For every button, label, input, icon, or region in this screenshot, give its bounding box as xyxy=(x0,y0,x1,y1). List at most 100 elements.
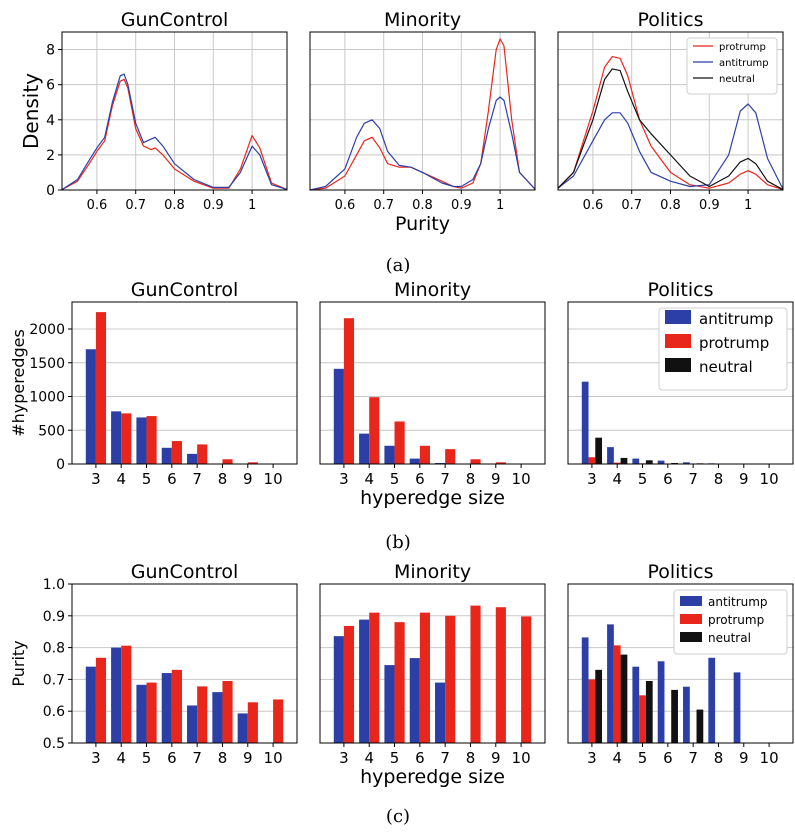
chart-b-3-xtick-label: 5 xyxy=(638,470,648,488)
caption-a: (a) xyxy=(386,255,411,276)
chart-b-1-ytick-label: 2000 xyxy=(29,322,65,338)
chart-c-2-bar-protrump xyxy=(445,616,455,743)
chart-c-3-bar-neutral xyxy=(646,681,653,743)
chart-b-2-xtick-label: 6 xyxy=(415,470,425,488)
chart-b-3-legend-swatch-antitrump xyxy=(665,310,691,324)
chart-c-3-title: Politics xyxy=(647,561,713,583)
chart-c-1-ytick-label: 0.9 xyxy=(43,609,65,625)
chart-c-2-bar-antitrump xyxy=(334,636,344,743)
chart-b-1-bar-protrump xyxy=(121,413,131,464)
chart-b-2-title: Minority xyxy=(394,279,471,301)
chart-b-2 xyxy=(320,302,545,468)
chart-b-1-xtick-label: 10 xyxy=(264,470,283,488)
chart-b-2-xtick-label: 5 xyxy=(390,470,400,488)
chart-c-1 xyxy=(68,584,297,747)
chart-c-3-bar-neutral xyxy=(621,655,628,743)
chart-b-2-xtick-label: 7 xyxy=(440,470,450,488)
chart-b-2-bar-antitrump xyxy=(334,369,344,464)
chart-a-1-xtick-label: 0.8 xyxy=(164,198,185,213)
chart-b-1-ytick-label: 500 xyxy=(38,423,65,439)
chart-a-3-xtick-label: 0.7 xyxy=(621,198,642,213)
chart-c-2-bar-protrump xyxy=(496,607,506,743)
chart-a-2-title: Minority xyxy=(384,9,461,31)
chart-c-2-bar-antitrump xyxy=(384,665,394,743)
chart-c-1-bar-antitrump xyxy=(212,692,222,743)
chart-c-3-bar-protrump xyxy=(614,645,621,743)
chart-c-2-bar-protrump xyxy=(470,606,480,743)
chart-c-3-bar-protrump xyxy=(639,695,646,743)
chart-c-3-xtick-label: 7 xyxy=(688,749,698,767)
chart-c-2-bar-protrump xyxy=(344,626,354,743)
chart-b-2-bar-antitrump xyxy=(410,459,420,464)
chart-b-3-bar-neutral xyxy=(621,458,628,464)
chart-b-1-xtick-label: 6 xyxy=(167,470,177,488)
chart-c-2-xtick-label: 5 xyxy=(390,749,400,767)
caption-b: (b) xyxy=(385,532,411,553)
chart-b-1-title: GunControl xyxy=(131,279,239,301)
chart-a-3-xtick-label: 0.9 xyxy=(699,198,720,213)
chart-c-2-bar-antitrump xyxy=(359,620,369,743)
chart-a-3-legend-label-neutral: neutral xyxy=(719,74,755,85)
chart-b-3-xtick-label: 3 xyxy=(587,470,597,488)
chart-c-3-bar-antitrump xyxy=(683,687,690,743)
chart-c-2-xtick-label: 3 xyxy=(339,749,349,767)
chart-b-3-xtick-label: 9 xyxy=(739,470,749,488)
chart-c-3-bar-antitrump xyxy=(658,661,665,743)
chart-a-1-ytick-label: 0 xyxy=(46,183,55,199)
chart-a-3-title: Politics xyxy=(637,9,703,31)
chart-c-2-title: Minority xyxy=(394,561,471,583)
chart-b-2-xtick-label: 9 xyxy=(491,470,501,488)
chart-a-2-xtick-label: 0.6 xyxy=(335,198,356,213)
chart-c-3-legend-swatch-neutral xyxy=(680,632,702,642)
chart-a-1-ytick-label: 6 xyxy=(46,78,55,94)
chart-c-1-title: GunControl xyxy=(131,561,239,583)
chart-c-3-bar-neutral xyxy=(671,690,678,743)
chart-c-2-xtick-label: 10 xyxy=(512,749,531,767)
chart-c-1-bar-antitrump xyxy=(111,648,121,743)
chart-b-3-legend-label-protrump: protrump xyxy=(699,334,769,352)
chart-b-3-legend-swatch-neutral xyxy=(665,358,691,372)
chart-c-1-bar-protrump xyxy=(172,670,182,743)
chart-c-1-ytick-label: 1.0 xyxy=(43,577,65,593)
chart-a-2-xtick-label: 0.9 xyxy=(451,198,472,213)
chart-b-2-bar-protrump xyxy=(420,446,430,464)
chart-c-2-xtick-label: 9 xyxy=(491,749,501,767)
chart-b-2-xtick-label: 3 xyxy=(339,470,349,488)
chart-b-3-xtick-label: 7 xyxy=(688,470,698,488)
chart-b-3-xtick-label: 4 xyxy=(612,470,622,488)
chart-b-1-xtick-label: 8 xyxy=(218,470,228,488)
chart-c-3-legend-label-protrump: protrump xyxy=(708,613,764,627)
chart-b-3-bar-antitrump xyxy=(632,459,639,464)
chart-b-1-ytick-label: 0 xyxy=(56,457,65,473)
chart-c-3-bar-antitrump xyxy=(708,658,715,743)
chart-c-1-xtick-label: 7 xyxy=(192,749,202,767)
chart-c-1-ytick-label: 0.8 xyxy=(43,641,65,657)
chart-c-2-bar-protrump xyxy=(395,622,405,743)
chart-b-1-bar-antitrump xyxy=(136,417,146,464)
caption-c: (c) xyxy=(386,806,410,827)
chart-c-2-bar-protrump xyxy=(369,613,379,743)
chart-c-1-xtick-label: 9 xyxy=(243,749,253,767)
chart-c-3-legend-swatch-antitrump xyxy=(680,596,702,606)
chart-b-1-bar-antitrump xyxy=(162,448,172,464)
chart-b-3-xtick-label: 10 xyxy=(760,470,779,488)
chart-c-3-bar-neutral xyxy=(595,670,602,743)
chart-a-2-xtick-label: 0.7 xyxy=(373,198,394,213)
chart-b-1-xtick-label: 3 xyxy=(91,470,101,488)
chart-c-3-legend-label-neutral: neutral xyxy=(708,631,751,645)
chart-b-2-bar-protrump xyxy=(344,318,354,464)
chart-b-1-xtick-label: 5 xyxy=(142,470,152,488)
chart-c-1-bar-protrump xyxy=(147,683,157,743)
chart-a-2 xyxy=(310,32,535,194)
chart-b-3-bar-antitrump xyxy=(607,447,614,464)
chart-a-1-xtick-label: 1 xyxy=(248,198,256,213)
chart-c-3-bar-protrump xyxy=(589,679,596,743)
chart-a-1 xyxy=(58,32,287,194)
chart-b-3-bar-neutral xyxy=(595,438,602,464)
chart-c-1-ytick-label: 0.6 xyxy=(43,704,65,720)
chart-c-2-xlabel: hyperedge size xyxy=(360,766,505,788)
chart-c-1-bar-protrump xyxy=(248,702,258,743)
chart-b-3-bar-antitrump xyxy=(582,382,589,464)
chart-b-2-bar-protrump xyxy=(395,421,405,464)
